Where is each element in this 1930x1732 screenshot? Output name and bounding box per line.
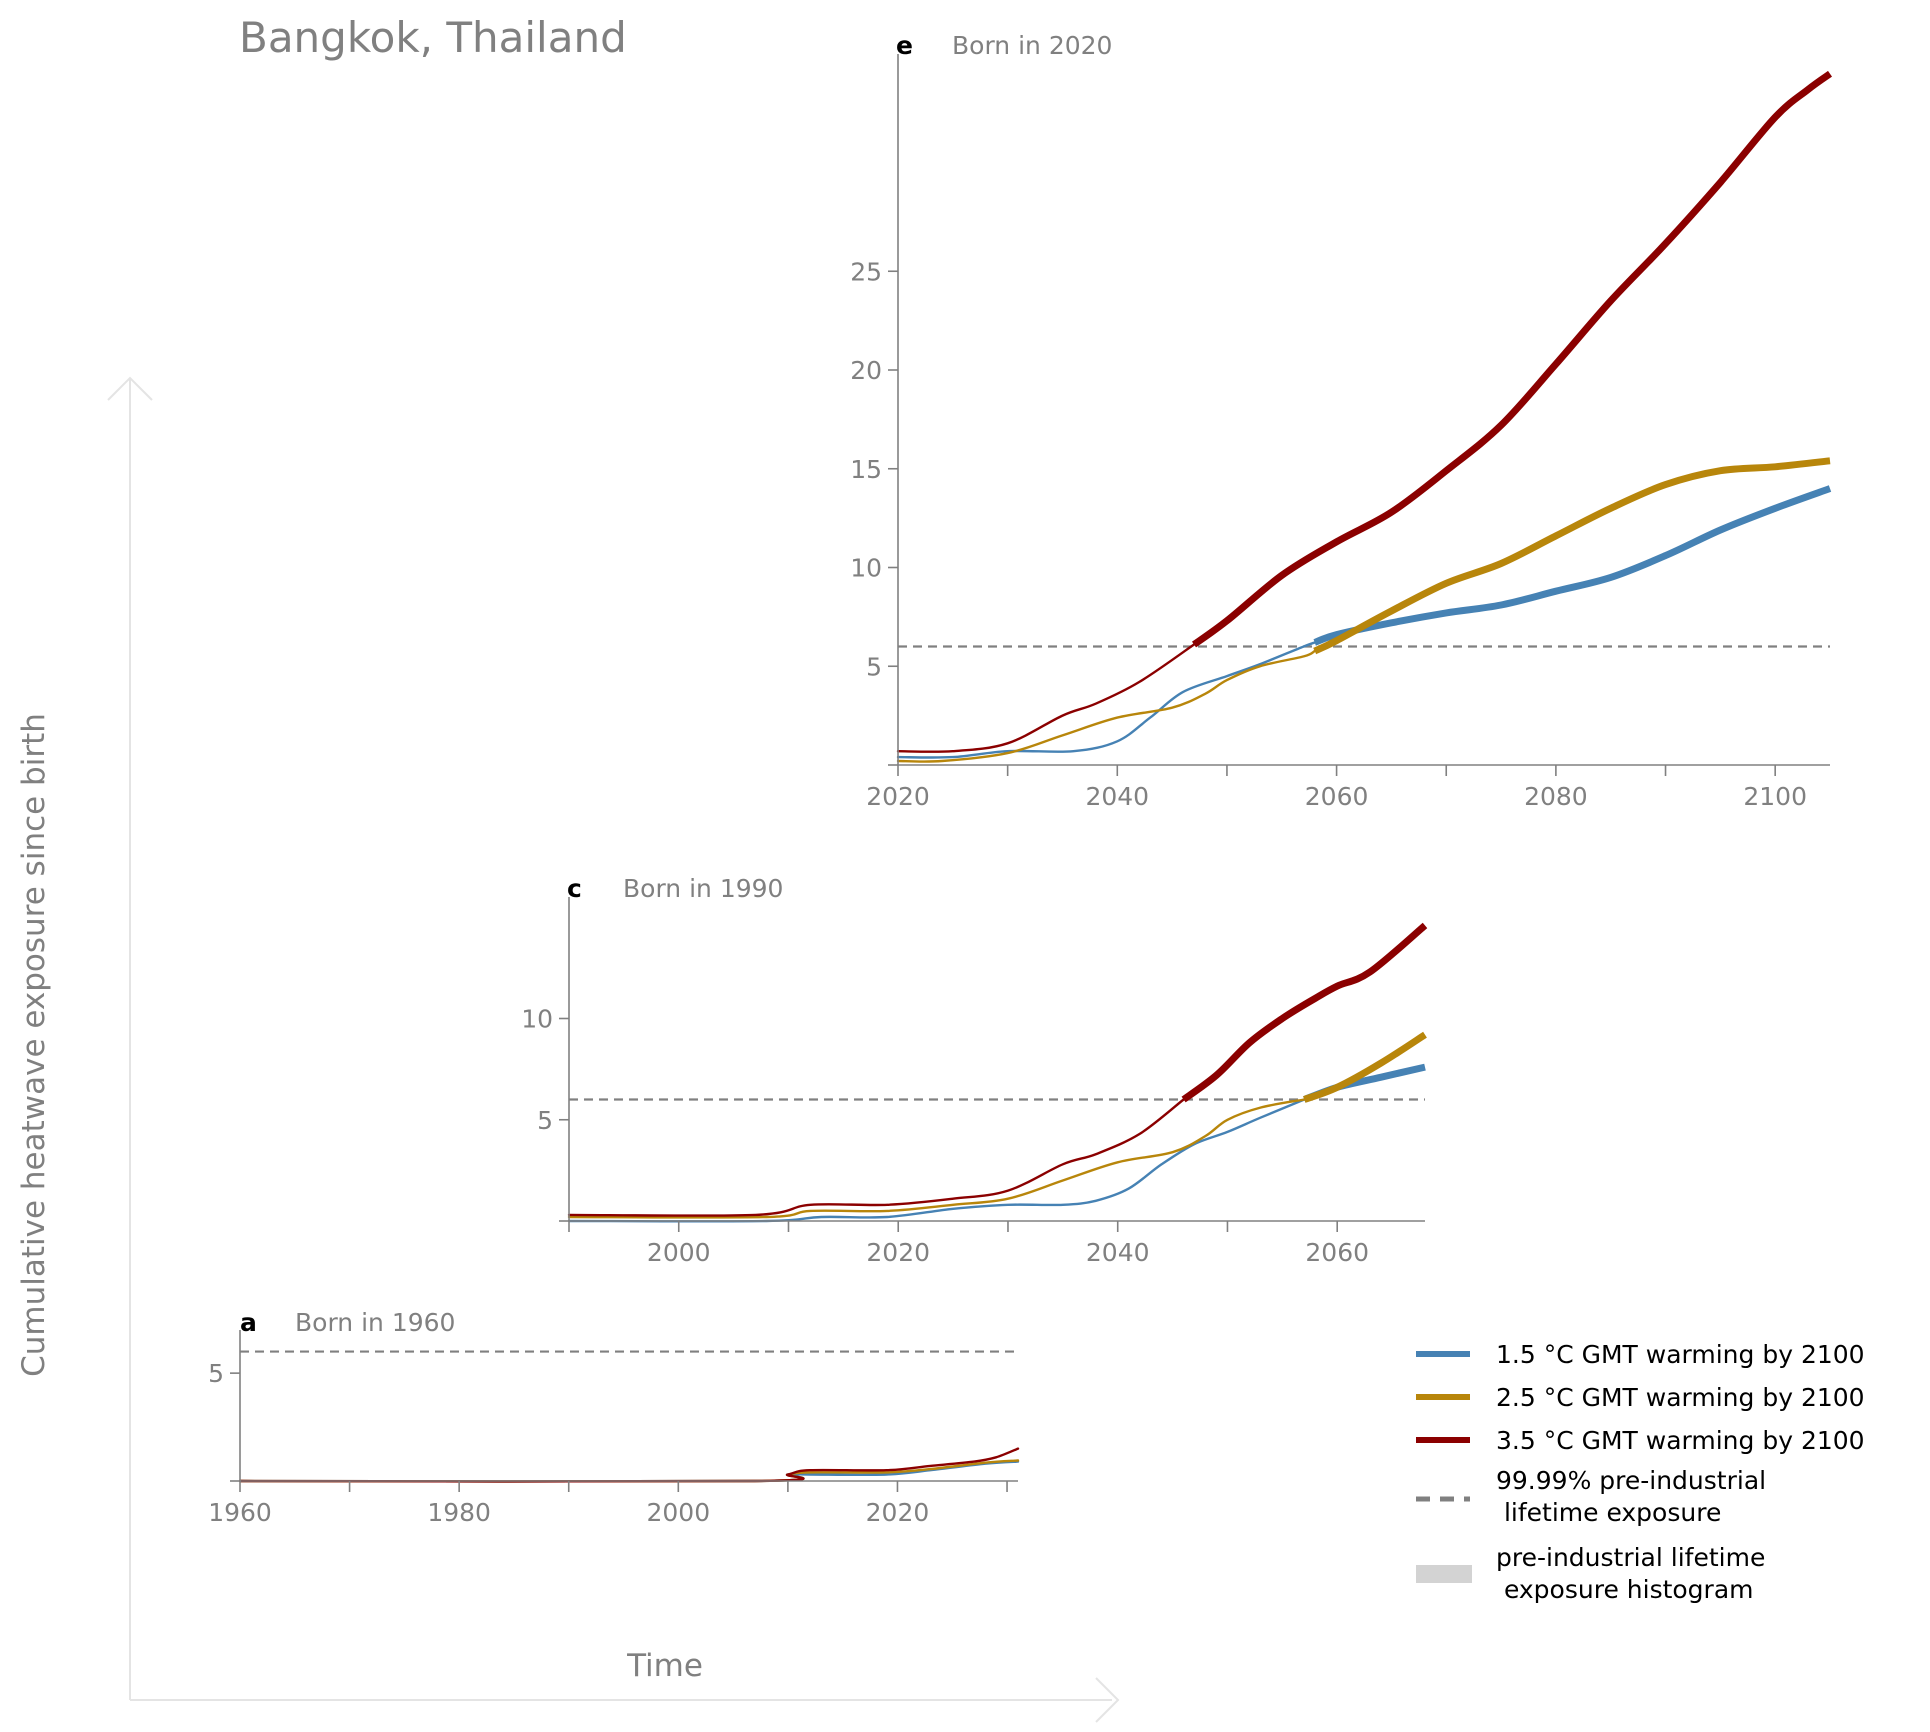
- panel-c-x-tick-label: 2040: [1086, 1238, 1150, 1267]
- figure-xlabel: Time: [626, 1648, 703, 1684]
- legend-label-histogram-line2: exposure histogram: [1496, 1575, 1754, 1604]
- panel-e-series-3-5-thick: [1191, 70, 1833, 648]
- panel-a-series-3-5-thin: [238, 1447, 1020, 1483]
- y-arrow-head: [107, 376, 153, 401]
- panel-c-series-3-5-thin: [567, 1098, 1185, 1217]
- legend-label-histogram: pre-industrial lifetime exposure histogr…: [1496, 1543, 1773, 1604]
- legend-label-threshold-line2: lifetime exposure: [1496, 1498, 1721, 1527]
- legend-label-3-5: 3.5 °C GMT warming by 2100: [1496, 1426, 1865, 1455]
- panel-a-x-tick-label: 1980: [427, 1498, 491, 1527]
- panel-e-x-tick-label: 2060: [1305, 782, 1369, 811]
- panel-e-y-tick-label: 15: [850, 455, 882, 484]
- legend-swatch-histogram: [1416, 1565, 1472, 1583]
- panel-c-title: Born in 1990: [623, 874, 783, 903]
- axis-arrows: [107, 376, 1120, 1723]
- panel-e-y-tick-label: 25: [850, 257, 882, 286]
- panel-a-x-tick-label: 1960: [208, 1498, 272, 1527]
- legend-label-threshold: 99.99% pre-industrial lifetime exposure: [1496, 1466, 1774, 1527]
- panel-a-series-2-5-thin: [238, 1459, 1020, 1483]
- panel-c-plot: 2000 2020 2040 2060 5 10: [521, 897, 1428, 1267]
- panel-c-series-2-5-thin: [567, 1098, 1306, 1219]
- panel-e-series-3-5-thin: [896, 643, 1196, 753]
- panel-e-plot: 2020 2040 2060 2080 2100 5 10 15 20 25: [850, 54, 1833, 811]
- panel-e-y-tick-label: 5: [866, 652, 882, 681]
- panel-c-series-1-5-thin: [567, 1098, 1306, 1223]
- legend: 1.5 °C GMT warming by 2100 2.5 °C GMT wa…: [1416, 1340, 1865, 1604]
- panel-e-series-2-5-thin: [896, 649, 1316, 763]
- panel-a-letter: a: [240, 1308, 257, 1337]
- x-arrow-head: [1095, 1677, 1120, 1723]
- panel-a-x-tick-label: 2000: [646, 1498, 710, 1527]
- legend-label-histogram-line1: pre-industrial lifetime: [1496, 1543, 1765, 1572]
- panel-e-series-1-5-thick: [1313, 485, 1832, 646]
- panel-c-y-tick-label: 10: [521, 1005, 553, 1034]
- panel-c-series-3-5-thick: [1181, 922, 1428, 1103]
- panel-e-y-tick-label: 10: [850, 554, 882, 583]
- panel-e-y-tick-label: 20: [850, 356, 882, 385]
- panel-c-y-tick-label: 5: [537, 1106, 553, 1135]
- figure-title: Bangkok, Thailand: [239, 13, 627, 62]
- panel-c: c Born in 1990 2000 2020 2040 2060 5 10: [521, 874, 1428, 1267]
- legend-label-threshold-line1: 99.99% pre-industrial: [1496, 1466, 1766, 1495]
- panel-e-x-tick-label: 2100: [1743, 782, 1807, 811]
- panel-a-title: Born in 1960: [295, 1308, 455, 1337]
- panel-c-x-tick-label: 2000: [647, 1238, 711, 1267]
- legend-label-2-5: 2.5 °C GMT warming by 2100: [1496, 1383, 1865, 1412]
- panel-a-x-tick-label: 2020: [866, 1498, 930, 1527]
- panel-a: a Born in 1960 1960 1980 2000 2020 5: [208, 1308, 1020, 1527]
- panel-e-x-tick-label: 2080: [1524, 782, 1588, 811]
- panel-c-x-tick-label: 2060: [1305, 1238, 1369, 1267]
- panel-e-title: Born in 2020: [952, 31, 1112, 60]
- figure-ylabel: Cumulative heatwave exposure since birth: [16, 713, 52, 1377]
- panel-e: e Born in 2020 2020 2040 2060 2080 2100 5 10 15…: [850, 31, 1833, 811]
- panel-c-series-2-5-thick: [1303, 1031, 1427, 1103]
- panel-e-x-tick-label: 2040: [1085, 782, 1149, 811]
- panel-a-y-tick-label: 5: [208, 1359, 224, 1388]
- panel-a-plot: 1960 1980 2000 2020 5: [208, 1330, 1020, 1527]
- panel-c-letter: c: [567, 874, 582, 903]
- panel-e-series-2-5-thick: [1313, 457, 1831, 655]
- panel-e-x-tick-label: 2020: [866, 782, 930, 811]
- panel-c-x-tick-label: 2020: [866, 1238, 930, 1267]
- panel-e-series-1-5-thin: [896, 641, 1316, 759]
- panel-e-letter: e: [896, 31, 913, 60]
- legend-label-1-5: 1.5 °C GMT warming by 2100: [1496, 1340, 1865, 1369]
